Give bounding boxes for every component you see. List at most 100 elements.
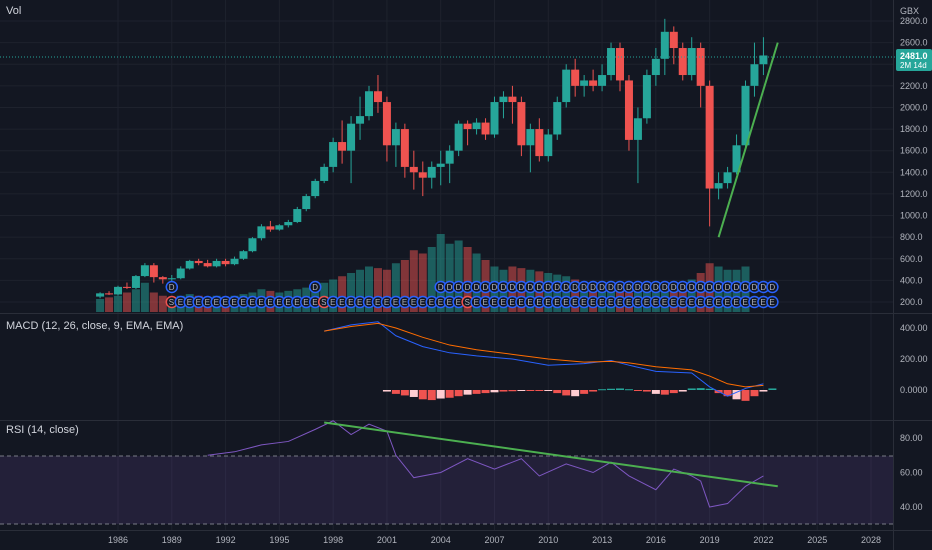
macd-hist-bar — [723, 390, 732, 397]
macd-hist-bar — [472, 390, 481, 394]
rsi-band — [0, 456, 893, 524]
event-marker[interactable]: E — [452, 295, 465, 309]
macd-hist-bar — [732, 390, 741, 400]
event-marker[interactable]: E — [335, 295, 349, 309]
price-trendline[interactable] — [717, 42, 779, 238]
event-marker[interactable]: D — [497, 280, 510, 294]
candle-body — [185, 260, 194, 269]
event-badge[interactable] — [308, 280, 322, 294]
candle-body — [481, 122, 490, 135]
macd-hist-bar — [678, 390, 687, 392]
macd-hist-bar — [490, 390, 499, 393]
event-badge[interactable] — [766, 295, 779, 309]
candle-body — [140, 265, 149, 277]
candle-body — [329, 142, 338, 167]
macd-tick-label: 200.00 — [900, 354, 928, 364]
event-marker[interactable]: E — [613, 295, 627, 309]
event-label: E — [258, 298, 263, 307]
event-label: D — [572, 283, 578, 292]
event-marker[interactable]: D — [595, 280, 609, 294]
event-marker[interactable]: D — [568, 280, 582, 294]
event-marker[interactable]: D — [524, 280, 537, 294]
macd-hist-bar — [463, 390, 472, 395]
time-tick-label: 2022 — [753, 535, 773, 545]
event-label: E — [456, 298, 461, 307]
event-marker[interactable]: S — [317, 295, 331, 309]
macd-axis[interactable]: 400.00 200.00 0.0000 — [900, 323, 928, 395]
event-label: E — [545, 298, 550, 307]
candle-body — [257, 226, 266, 239]
candle-body — [194, 260, 203, 264]
macd-series-line — [324, 322, 764, 388]
event-marker[interactable]: D — [640, 280, 654, 294]
candle-body — [248, 238, 257, 252]
event-marker[interactable]: E — [228, 295, 241, 309]
rsi-axis[interactable]: 80.00 60.00 40.00 — [900, 433, 923, 512]
event-marker[interactable]: D — [631, 280, 645, 294]
macd-hist-bar — [499, 390, 508, 392]
event-marker[interactable]: E — [192, 295, 205, 309]
event-marker[interactable]: E — [255, 295, 268, 309]
event-label: D — [734, 283, 740, 292]
macd-hist-bar — [651, 390, 660, 394]
event-label: D — [465, 283, 471, 292]
time-tick-label: 2010 — [538, 535, 558, 545]
event-label: E — [483, 298, 488, 307]
event-badge[interactable] — [766, 280, 779, 294]
candle-body — [275, 225, 284, 230]
time-tick-label: 2016 — [646, 535, 666, 545]
event-marker[interactable]: E — [282, 295, 295, 309]
event-marker[interactable]: D — [766, 280, 779, 294]
candle-body — [598, 75, 607, 86]
price-trendline[interactable] — [717, 42, 779, 238]
time-axis[interactable]: 1986 1989 1992 1995 1998 2001 2004 2007 2010 2013… — [108, 535, 881, 545]
event-marker[interactable]: E — [551, 295, 564, 309]
event-marker[interactable]: E — [326, 295, 340, 309]
rsi-trendline[interactable] — [324, 421, 778, 488]
event-marker[interactable]: D — [515, 280, 528, 294]
event-marker[interactable]: D — [712, 280, 725, 294]
candle-body — [230, 258, 239, 265]
event-marker[interactable]: E — [739, 295, 752, 309]
macd-tick-label: 0.0000 — [900, 385, 928, 395]
candle-body — [616, 48, 624, 81]
event-marker[interactable]: D — [739, 280, 752, 294]
event-marker[interactable]: E — [183, 295, 196, 309]
event-label: D — [518, 283, 524, 292]
event-label: E — [276, 298, 281, 307]
event-label: E — [590, 298, 595, 307]
volume-bar — [562, 276, 571, 312]
candle-body — [320, 166, 329, 181]
candle-body — [499, 96, 508, 103]
event-label: D — [554, 283, 560, 292]
event-marker[interactable]: E — [264, 295, 277, 309]
candle-body — [580, 80, 589, 86]
macd-hist-bar — [400, 390, 409, 396]
macd-lines — [324, 321, 764, 397]
event-marker[interactable]: D — [542, 280, 555, 294]
event-marker[interactable]: E — [407, 295, 421, 309]
volume-bar — [463, 247, 472, 312]
event-label: E — [617, 298, 622, 307]
event-label: E — [644, 298, 649, 307]
price-axis[interactable]: 2800.02600.02400.02200.02000.01800.01600… — [900, 16, 928, 307]
event-label: D — [474, 283, 480, 292]
event-label: E — [241, 298, 246, 307]
volume-bar — [122, 292, 131, 312]
event-badge[interactable] — [165, 280, 179, 294]
volume-bar — [427, 247, 436, 312]
volume-bar — [158, 295, 167, 312]
macd-hist-bar — [759, 390, 768, 392]
price-tick-label: 1200.0 — [900, 189, 928, 199]
event-marker[interactable]: E — [766, 295, 779, 309]
macd-hist-bar — [660, 390, 669, 395]
event-label: E — [563, 298, 568, 307]
candle-body — [149, 265, 158, 278]
macd-hist-bar — [517, 390, 526, 391]
volume-bar — [373, 268, 382, 312]
macd-hist-bar — [382, 390, 391, 392]
price-tick-label: 1400.0 — [900, 167, 928, 177]
volume-bar — [356, 269, 365, 312]
